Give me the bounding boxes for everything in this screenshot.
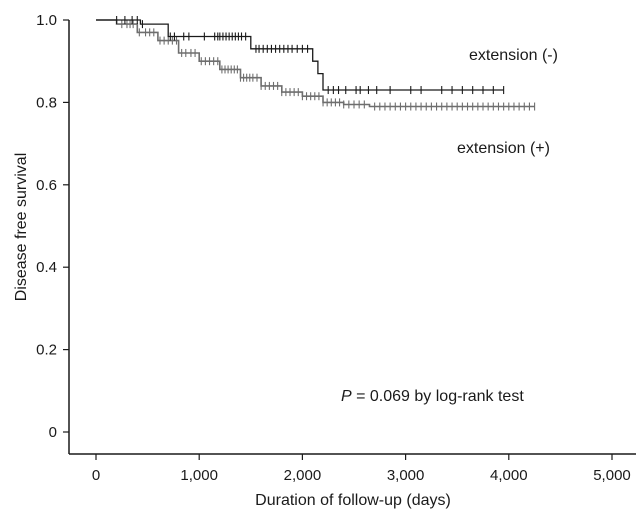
- y-tick-label: 0: [49, 424, 57, 441]
- y-tick-label: 0.4: [36, 259, 57, 276]
- x-tick-label: 2,000: [284, 467, 322, 484]
- series-extension-negative: [96, 16, 505, 95]
- survival-curve: [96, 19, 535, 108]
- series-label-extension-positive: extension (+): [457, 140, 550, 157]
- y-tick-label: 0.8: [36, 94, 57, 111]
- y-tick-label: 0.6: [36, 177, 57, 194]
- series-label-extension-negative: extension (-): [469, 47, 558, 64]
- p-value-symbol: P: [341, 388, 352, 405]
- y-tick-label: 0.2: [36, 342, 57, 359]
- x-axis-title: Duration of follow-up (days): [255, 492, 451, 509]
- y-tick-label: 1.0: [36, 12, 57, 29]
- x-tick-label: 4,000: [490, 467, 528, 484]
- series-layer: [96, 16, 536, 111]
- series-extension-positive: [96, 19, 536, 111]
- x-tick-label: 3,000: [387, 467, 425, 484]
- log-rank-annotation: P = 0.069 by log-rank test: [341, 388, 524, 405]
- p-value-text: = 0.069 by log-rank test: [352, 388, 525, 405]
- plot-area: 0 0.2 0.4 0.6 0.8 1.0 0 1,000 2,000 3,000 4,000 5,…: [36, 12, 636, 484]
- x-tick-label: 1,000: [180, 467, 218, 484]
- x-tick-label: 5,000: [593, 467, 631, 484]
- y-axis-ticks: 0 0.2 0.4 0.6 0.8 1.0: [36, 12, 69, 441]
- x-tick-label: 0: [92, 467, 100, 484]
- x-axis-ticks: 0 1,000 2,000 3,000 4,000 5,000: [92, 454, 631, 484]
- y-axis-title: Disease free survival: [13, 153, 30, 302]
- survival-curve: [96, 19, 504, 91]
